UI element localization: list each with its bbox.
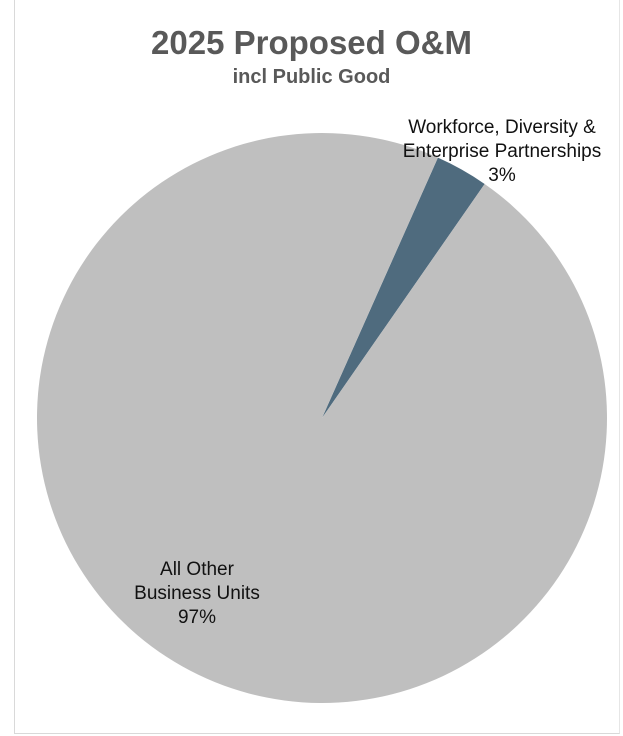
chart-subtitle: incl Public Good (232, 66, 391, 88)
pie-slices (36, 133, 607, 704)
data-label-line: 97% (178, 607, 216, 628)
data-label-line: Workforce, Diversity & (408, 117, 596, 138)
data-label-line: Business Units (134, 583, 260, 604)
data-label-line: All Other (160, 559, 235, 580)
chart-title: 2025 Proposed O&M (151, 24, 472, 61)
pie-slice-all-other (36, 133, 607, 704)
data-label-line: 3% (488, 165, 516, 186)
data-label-all-other: All Other Business Units 97% (134, 559, 260, 628)
pie-slice-workforce (322, 157, 485, 419)
pie-labels: Workforce, Diversity & Enterprise Partner… (134, 117, 601, 628)
data-label-line: Enterprise Partnerships (403, 141, 602, 162)
data-label-workforce: Workforce, Diversity & Enterprise Partner… (403, 117, 602, 186)
